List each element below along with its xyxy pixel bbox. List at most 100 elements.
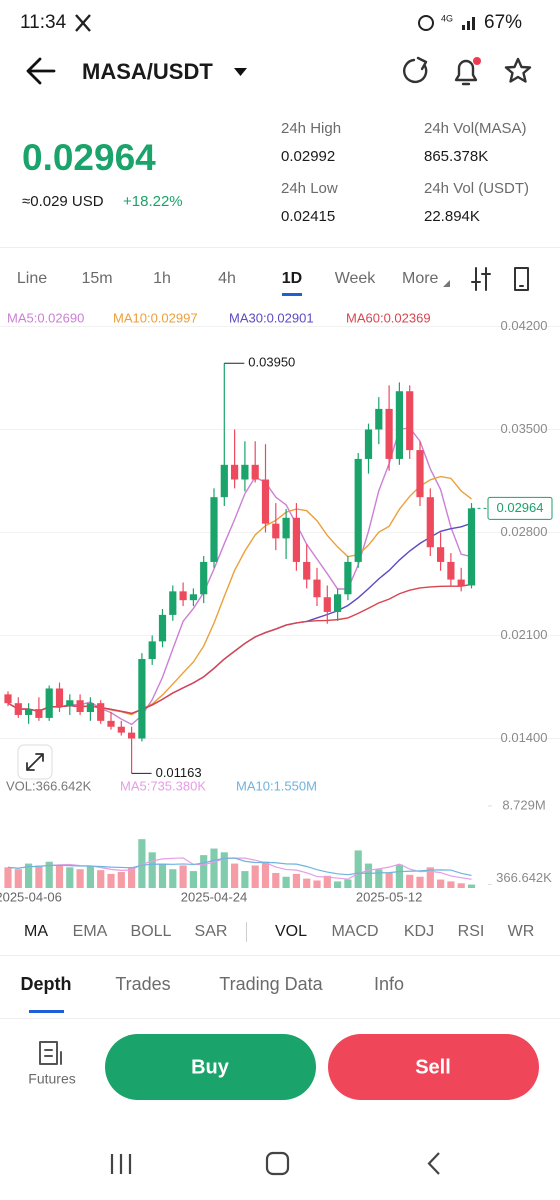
settings-icon[interactable] xyxy=(471,267,491,291)
last-price: 0.02964 xyxy=(22,137,156,178)
volume-bar xyxy=(138,839,146,888)
indicator[interactable]: RSI xyxy=(458,923,485,940)
stat-label: 24h Low xyxy=(281,180,338,197)
nav-recents[interactable] xyxy=(110,1154,132,1174)
candle-body xyxy=(261,479,270,524)
volume-bar xyxy=(385,872,393,888)
sell-button[interactable] xyxy=(328,1034,539,1100)
volume-bar xyxy=(220,852,228,888)
favorite-icon[interactable] xyxy=(504,57,532,83)
indicator-active[interactable]: MA xyxy=(24,923,48,940)
interval-tab[interactable]: 15m xyxy=(81,270,112,287)
candle-body xyxy=(344,561,352,595)
battery-level: 67% xyxy=(484,12,522,33)
volume-bar xyxy=(66,867,74,888)
candle-body xyxy=(437,547,445,562)
interval-tab[interactable]: Week xyxy=(335,270,377,287)
volume-bar xyxy=(158,863,167,888)
divider xyxy=(0,247,560,248)
futures-icon[interactable] xyxy=(39,1041,62,1065)
back-button[interactable] xyxy=(26,57,56,85)
ma-line xyxy=(7,426,472,726)
rotate-icon[interactable] xyxy=(514,267,529,291)
volume-bar xyxy=(292,873,300,888)
candle-body xyxy=(25,709,33,715)
indicator[interactable]: KDJ xyxy=(404,923,434,940)
volume-ma-line xyxy=(7,857,472,877)
pair-title[interactable]: MASA/USDT xyxy=(82,59,213,84)
indicator-active[interactable]: VOL xyxy=(275,923,307,940)
pair-dropdown[interactable] xyxy=(234,68,247,76)
volume-bar xyxy=(426,867,434,888)
refresh-icon[interactable] xyxy=(402,56,428,84)
volume-bar xyxy=(261,861,270,888)
nav-home[interactable] xyxy=(265,1151,290,1176)
tab[interactable]: Trades xyxy=(115,974,170,994)
candle-body xyxy=(169,591,177,615)
volume-tick-label: 366.642K xyxy=(496,870,552,885)
volume-bar xyxy=(323,875,331,888)
sell-label[interactable]: Sell xyxy=(415,1056,451,1078)
buy-button[interactable] xyxy=(105,1034,316,1100)
interval-tab[interactable]: 4h xyxy=(218,270,236,287)
volume-bar xyxy=(437,879,445,888)
volume-bar xyxy=(189,871,197,888)
volume-bar xyxy=(200,855,208,888)
alert-icon[interactable] xyxy=(454,59,478,86)
candle-body xyxy=(416,450,424,498)
indicator[interactable]: WR xyxy=(508,923,535,940)
volume-bar xyxy=(395,864,403,888)
kline-chart: 0.04200 0.03500 0.02800 0.02100 0.01400 MA5:0… xyxy=(0,310,560,904)
tab[interactable]: Info xyxy=(374,974,404,994)
candle-body xyxy=(251,464,259,480)
interval-tab[interactable]: Line xyxy=(17,270,47,287)
candle-body xyxy=(385,408,393,459)
candle-body xyxy=(14,703,22,715)
tab-active[interactable]: Depth xyxy=(21,974,72,994)
buy-label[interactable]: Buy xyxy=(191,1056,230,1078)
candle-body xyxy=(97,703,105,721)
volume-legend: MA10:1.550M xyxy=(236,778,317,793)
candle-body xyxy=(426,497,434,548)
candle-body xyxy=(272,523,280,539)
futures-label[interactable]: Futures xyxy=(28,1071,75,1087)
volume-bar xyxy=(447,881,455,888)
stat-value: 865.378K xyxy=(424,148,488,165)
x-icon xyxy=(75,14,91,32)
last-price-tag xyxy=(487,496,553,520)
expand-icon xyxy=(26,753,44,771)
interval-tab-active[interactable]: 1D xyxy=(282,270,302,287)
interval-tab[interactable]: 1h xyxy=(153,270,171,287)
volume-bar xyxy=(76,869,84,888)
volume-bar xyxy=(169,869,177,888)
candle-body xyxy=(241,464,249,480)
candle-body xyxy=(220,464,228,498)
indicator[interactable]: MACD xyxy=(331,923,378,940)
volume-bar xyxy=(282,876,290,888)
volume-bar xyxy=(375,869,383,888)
y-tick-label: 0.04200 xyxy=(501,318,548,333)
indicator[interactable]: SAR xyxy=(195,923,228,940)
nav-back[interactable] xyxy=(427,1152,440,1175)
candle-body xyxy=(292,517,300,562)
candle-body xyxy=(179,591,187,601)
volume-tick-label: 8.729M xyxy=(502,797,545,812)
volume-bar xyxy=(35,865,43,888)
more-tab[interactable]: More xyxy=(402,270,439,287)
indicator[interactable]: BOLL xyxy=(131,923,172,940)
tab[interactable]: Trading Data xyxy=(219,974,323,994)
active-underline xyxy=(282,293,302,296)
alarm-icon xyxy=(418,15,434,31)
candle-body xyxy=(210,497,218,562)
extreme-label: 0.01163 xyxy=(156,765,202,780)
volume-bar xyxy=(231,863,239,888)
candle-body xyxy=(313,579,321,598)
candle-body xyxy=(200,561,208,595)
price-change: +18.22% xyxy=(123,193,183,210)
indicator[interactable]: EMA xyxy=(73,923,108,940)
volume-bar xyxy=(457,883,465,888)
y-tick-label: 0.02800 xyxy=(501,524,548,539)
volume-bar xyxy=(354,850,362,888)
candle-body xyxy=(231,464,239,480)
separator xyxy=(246,922,247,942)
